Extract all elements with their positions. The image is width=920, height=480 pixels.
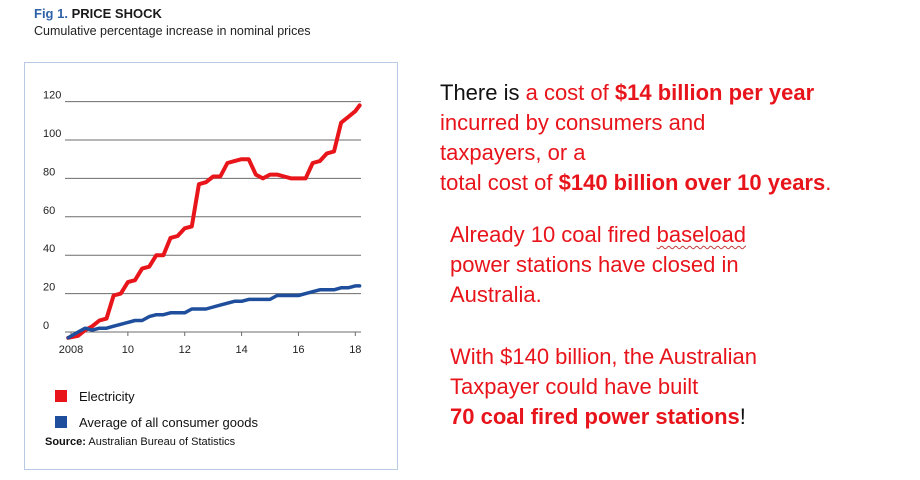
cost-text-line2: incurred by consumers and bbox=[440, 110, 706, 135]
figure-title-text: PRICE SHOCK bbox=[71, 6, 162, 21]
power-stations-highlight: 70 coal fired power stations bbox=[450, 404, 740, 429]
y-tick-label: 60 bbox=[43, 205, 55, 217]
y-tick-label: 0 bbox=[43, 320, 49, 332]
cost-text: a cost of bbox=[519, 80, 615, 105]
alternative-paragraph: With $140 billion, the Australian Taxpay… bbox=[440, 342, 918, 432]
total-cost-text: total cost of bbox=[440, 170, 559, 195]
x-tick-label: 14 bbox=[235, 344, 247, 356]
x-tick-label: 16 bbox=[292, 344, 304, 356]
closures-text: Already 10 coal fired bbox=[450, 222, 657, 247]
price-shock-chart: 0 20 40 60 80 100 120 2008 10 12 14 16 18 bbox=[43, 90, 362, 356]
figure-header: Fig 1. PRICE SHOCK Cumulative percentage… bbox=[34, 6, 311, 38]
cost-paragraph: There is a cost of $14 billion per year … bbox=[440, 78, 918, 198]
cost-intro-text: There is bbox=[440, 80, 520, 105]
legend-swatch-electricity bbox=[55, 390, 67, 402]
source-label: Source: bbox=[45, 436, 86, 448]
legend-item-consumer-goods: Average of all consumer goods bbox=[55, 409, 258, 435]
legend-label-consumer-goods: Average of all consumer goods bbox=[79, 414, 258, 430]
x-tick-label: 12 bbox=[179, 344, 191, 356]
x-tick-label: 18 bbox=[349, 344, 361, 356]
legend-swatch-consumer-goods bbox=[55, 416, 67, 428]
chart-panel: 0 20 40 60 80 100 120 2008 10 12 14 16 18 Electricit… bbox=[24, 62, 398, 470]
figure-title: Fig 1. PRICE SHOCK bbox=[34, 6, 311, 21]
series-line-consumer-goods bbox=[66, 284, 362, 340]
closures-text-line2: power stations have closed in bbox=[450, 252, 739, 277]
alternative-text-line2: Taxpayer could have built bbox=[450, 374, 699, 399]
y-tick-label: 80 bbox=[43, 166, 55, 178]
closures-text-line3: Australia. bbox=[450, 282, 542, 307]
y-tick-label: 100 bbox=[43, 128, 61, 140]
series-line-electricity bbox=[66, 103, 362, 340]
cost-period: . bbox=[825, 170, 832, 195]
figure-number: Fig 1. bbox=[34, 6, 68, 21]
chart-source: Source: Australian Bureau of Statistics bbox=[45, 436, 235, 448]
y-tick-label: 120 bbox=[43, 90, 61, 102]
x-tick-label: 2008 bbox=[59, 344, 83, 356]
alternative-text: With $140 billion, the Australian bbox=[450, 344, 757, 369]
y-tick-label: 20 bbox=[43, 282, 55, 294]
figure-subtitle: Cumulative percentage increase in nomina… bbox=[34, 24, 311, 38]
chart-legend: Electricity Average of all consumer good… bbox=[55, 383, 258, 435]
closures-paragraph: Already 10 coal fired baseload power sta… bbox=[440, 220, 918, 310]
baseload-word: baseload bbox=[656, 222, 746, 247]
message-panel: There is a cost of $14 billion per year … bbox=[440, 78, 918, 432]
annual-cost-highlight: $14 billion per year bbox=[614, 80, 815, 105]
legend-label-electricity: Electricity bbox=[79, 388, 135, 404]
y-tick-label: 40 bbox=[43, 243, 55, 255]
legend-item-electricity: Electricity bbox=[55, 383, 258, 409]
cost-text-line3: taxpayers, or a bbox=[440, 140, 586, 165]
exclamation: ! bbox=[739, 404, 746, 429]
source-text: Australian Bureau of Statistics bbox=[88, 436, 236, 448]
x-tick-label: 10 bbox=[122, 344, 134, 356]
total-cost-highlight: $140 billion over 10 years bbox=[558, 170, 826, 195]
